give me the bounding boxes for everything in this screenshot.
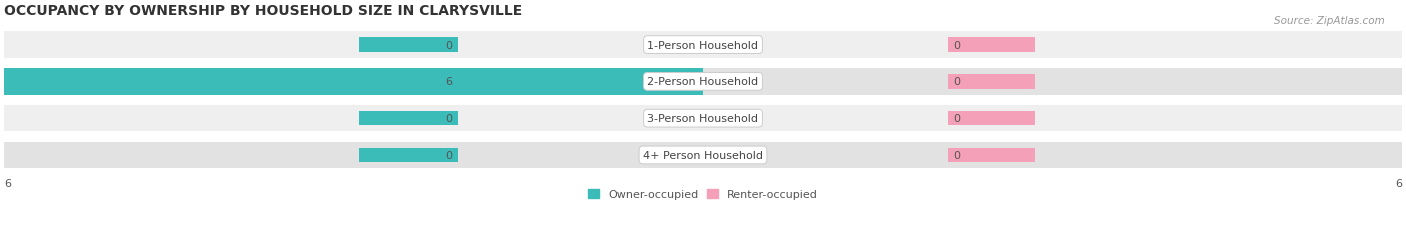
Text: 4+ Person Household: 4+ Person Household <box>643 150 763 160</box>
Text: OCCUPANCY BY OWNERSHIP BY HOUSEHOLD SIZE IN CLARYSVILLE: OCCUPANCY BY OWNERSHIP BY HOUSEHOLD SIZE… <box>4 4 523 18</box>
Text: 0: 0 <box>953 40 960 50</box>
Text: 6: 6 <box>446 77 453 87</box>
Text: 3-Person Household: 3-Person Household <box>648 114 758 124</box>
Legend: Owner-occupied, Renter-occupied: Owner-occupied, Renter-occupied <box>588 189 818 199</box>
Bar <box>4 32 1402 59</box>
Bar <box>948 111 1035 126</box>
Bar <box>360 111 458 126</box>
Bar <box>360 148 458 163</box>
Bar <box>360 38 458 53</box>
Text: 2-Person Household: 2-Person Household <box>647 77 759 87</box>
Bar <box>4 69 1402 95</box>
Bar <box>4 142 1402 168</box>
Text: 0: 0 <box>446 114 453 124</box>
Text: 0: 0 <box>953 150 960 160</box>
Text: 6: 6 <box>1395 178 1402 188</box>
Text: 0: 0 <box>953 114 960 124</box>
Text: 6: 6 <box>4 178 11 188</box>
Bar <box>4 69 703 95</box>
Bar <box>948 38 1035 53</box>
Text: 0: 0 <box>446 150 453 160</box>
Text: 0: 0 <box>446 40 453 50</box>
Bar <box>4 106 1402 132</box>
Text: Source: ZipAtlas.com: Source: ZipAtlas.com <box>1274 16 1385 26</box>
Text: 1-Person Household: 1-Person Household <box>648 40 758 50</box>
Text: 0: 0 <box>953 77 960 87</box>
Bar <box>948 148 1035 163</box>
Bar <box>948 75 1035 89</box>
